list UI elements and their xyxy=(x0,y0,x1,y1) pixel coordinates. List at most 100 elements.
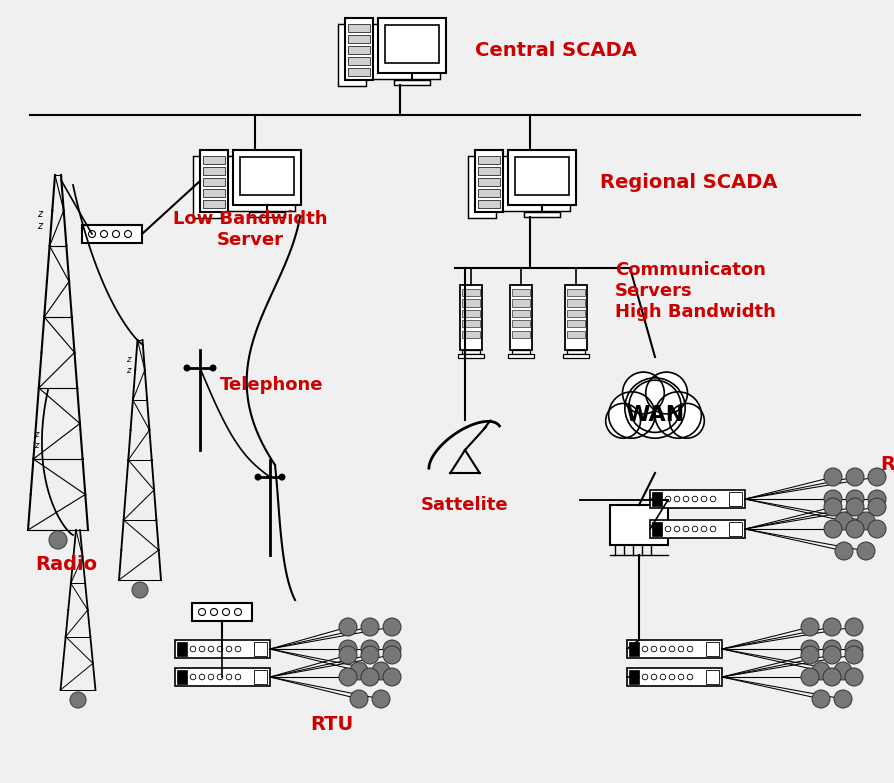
Circle shape xyxy=(811,662,829,680)
FancyBboxPatch shape xyxy=(567,310,585,317)
FancyBboxPatch shape xyxy=(249,212,284,217)
FancyBboxPatch shape xyxy=(460,285,482,350)
Circle shape xyxy=(856,542,874,560)
FancyBboxPatch shape xyxy=(477,189,500,197)
FancyBboxPatch shape xyxy=(567,330,585,337)
FancyBboxPatch shape xyxy=(508,150,576,205)
Circle shape xyxy=(833,690,851,708)
FancyBboxPatch shape xyxy=(649,520,744,538)
FancyBboxPatch shape xyxy=(628,642,638,656)
Circle shape xyxy=(339,646,357,664)
Circle shape xyxy=(624,378,685,438)
FancyBboxPatch shape xyxy=(193,156,221,218)
Text: z
z: z z xyxy=(34,431,38,449)
FancyBboxPatch shape xyxy=(511,350,530,354)
Circle shape xyxy=(844,618,862,636)
Circle shape xyxy=(834,542,852,560)
Circle shape xyxy=(350,690,367,708)
FancyBboxPatch shape xyxy=(649,490,744,508)
FancyBboxPatch shape xyxy=(82,225,142,243)
FancyBboxPatch shape xyxy=(511,289,529,296)
FancyBboxPatch shape xyxy=(338,24,366,86)
FancyBboxPatch shape xyxy=(384,25,439,63)
FancyBboxPatch shape xyxy=(705,670,718,684)
Circle shape xyxy=(800,640,818,658)
Circle shape xyxy=(49,531,67,549)
FancyBboxPatch shape xyxy=(477,200,500,208)
FancyBboxPatch shape xyxy=(567,299,585,307)
FancyBboxPatch shape xyxy=(458,354,484,358)
Circle shape xyxy=(383,618,401,636)
Circle shape xyxy=(822,640,840,658)
Circle shape xyxy=(645,372,687,414)
Circle shape xyxy=(183,365,190,371)
Circle shape xyxy=(372,690,390,708)
FancyBboxPatch shape xyxy=(461,350,480,354)
Circle shape xyxy=(867,498,885,516)
FancyBboxPatch shape xyxy=(461,330,479,337)
FancyBboxPatch shape xyxy=(254,642,266,656)
Circle shape xyxy=(605,403,640,438)
FancyBboxPatch shape xyxy=(254,670,266,684)
Circle shape xyxy=(834,512,852,530)
Circle shape xyxy=(867,520,885,538)
FancyBboxPatch shape xyxy=(344,18,373,80)
Text: z
z: z z xyxy=(126,355,130,375)
FancyBboxPatch shape xyxy=(729,522,741,536)
Circle shape xyxy=(339,618,357,636)
FancyBboxPatch shape xyxy=(651,492,662,506)
FancyBboxPatch shape xyxy=(348,68,369,76)
FancyBboxPatch shape xyxy=(461,320,479,327)
Circle shape xyxy=(628,381,680,432)
FancyBboxPatch shape xyxy=(475,150,502,212)
FancyBboxPatch shape xyxy=(514,157,569,195)
Circle shape xyxy=(844,668,862,686)
FancyBboxPatch shape xyxy=(468,156,495,218)
Circle shape xyxy=(608,392,654,438)
FancyBboxPatch shape xyxy=(523,212,560,217)
FancyBboxPatch shape xyxy=(705,642,718,656)
Circle shape xyxy=(823,520,841,538)
FancyBboxPatch shape xyxy=(651,522,662,536)
Circle shape xyxy=(856,512,874,530)
Circle shape xyxy=(254,474,261,481)
Text: Regional SCADA: Regional SCADA xyxy=(599,172,777,192)
FancyBboxPatch shape xyxy=(564,285,586,350)
FancyBboxPatch shape xyxy=(203,167,224,175)
Text: WAN: WAN xyxy=(625,405,684,425)
FancyBboxPatch shape xyxy=(175,668,270,686)
FancyBboxPatch shape xyxy=(511,310,529,317)
Circle shape xyxy=(622,372,663,414)
Text: Radio: Radio xyxy=(35,555,97,574)
Circle shape xyxy=(383,668,401,686)
Circle shape xyxy=(823,490,841,508)
FancyBboxPatch shape xyxy=(461,299,479,307)
Circle shape xyxy=(845,468,863,486)
FancyBboxPatch shape xyxy=(627,640,721,658)
Circle shape xyxy=(800,646,818,664)
Circle shape xyxy=(823,468,841,486)
Circle shape xyxy=(350,662,367,680)
FancyBboxPatch shape xyxy=(477,167,500,175)
Circle shape xyxy=(844,646,862,664)
FancyBboxPatch shape xyxy=(461,310,479,317)
FancyBboxPatch shape xyxy=(177,670,187,684)
Circle shape xyxy=(360,618,378,636)
FancyBboxPatch shape xyxy=(508,354,534,358)
Text: Telephone: Telephone xyxy=(220,376,323,394)
FancyBboxPatch shape xyxy=(227,156,295,211)
Circle shape xyxy=(844,640,862,658)
Circle shape xyxy=(800,618,818,636)
FancyBboxPatch shape xyxy=(729,492,741,506)
Circle shape xyxy=(833,662,851,680)
FancyBboxPatch shape xyxy=(348,46,369,54)
Circle shape xyxy=(278,474,285,481)
FancyBboxPatch shape xyxy=(510,285,531,350)
FancyBboxPatch shape xyxy=(610,505,667,545)
Circle shape xyxy=(360,646,378,664)
Circle shape xyxy=(823,498,841,516)
FancyBboxPatch shape xyxy=(372,24,440,79)
Circle shape xyxy=(800,668,818,686)
Circle shape xyxy=(383,646,401,664)
FancyBboxPatch shape xyxy=(203,178,224,186)
